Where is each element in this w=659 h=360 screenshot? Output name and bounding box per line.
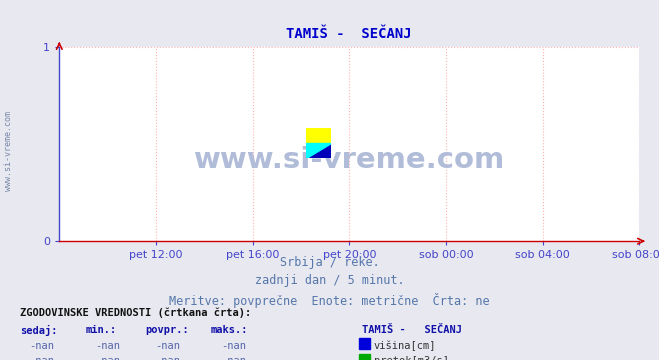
Text: zadnji dan / 5 minut.: zadnji dan / 5 minut.: [254, 274, 405, 287]
Text: ZGODOVINSKE VREDNOSTI (črtkana črta):: ZGODOVINSKE VREDNOSTI (črtkana črta):: [20, 308, 251, 318]
Text: -nan: -nan: [221, 356, 246, 360]
Text: www.si-vreme.com: www.si-vreme.com: [194, 145, 505, 174]
Text: TAMIŠ -   SEČANJ: TAMIŠ - SEČANJ: [362, 325, 463, 335]
Text: -nan: -nan: [155, 356, 180, 360]
Text: -nan: -nan: [30, 341, 55, 351]
Text: -nan: -nan: [96, 356, 121, 360]
Text: sedaj:: sedaj:: [20, 325, 57, 336]
Text: -nan: -nan: [30, 356, 55, 360]
Text: Srbija / reke.: Srbija / reke.: [279, 256, 380, 269]
Text: -nan: -nan: [221, 341, 246, 351]
Text: min.:: min.:: [86, 325, 117, 335]
Text: višina[cm]: višina[cm]: [374, 341, 436, 351]
Text: www.si-vreme.com: www.si-vreme.com: [4, 111, 13, 191]
Text: pretok[m3/s]: pretok[m3/s]: [374, 356, 449, 360]
Text: povpr.:: povpr.:: [145, 325, 188, 335]
Polygon shape: [306, 128, 331, 143]
Polygon shape: [306, 128, 331, 158]
Text: Meritve: povprečne  Enote: metrične  Črta: ne: Meritve: povprečne Enote: metrične Črta:…: [169, 293, 490, 308]
Text: maks.:: maks.:: [211, 325, 248, 335]
Polygon shape: [306, 143, 331, 158]
Title: TAMIŠ -  SEČANJ: TAMIŠ - SEČANJ: [287, 27, 412, 41]
Text: -nan: -nan: [155, 341, 180, 351]
Text: -nan: -nan: [96, 341, 121, 351]
